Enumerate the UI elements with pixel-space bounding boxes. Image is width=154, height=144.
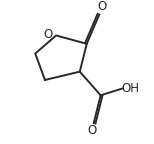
- Text: O: O: [44, 28, 53, 41]
- Text: O: O: [97, 0, 107, 13]
- Text: O: O: [88, 124, 97, 137]
- Text: OH: OH: [122, 82, 140, 95]
